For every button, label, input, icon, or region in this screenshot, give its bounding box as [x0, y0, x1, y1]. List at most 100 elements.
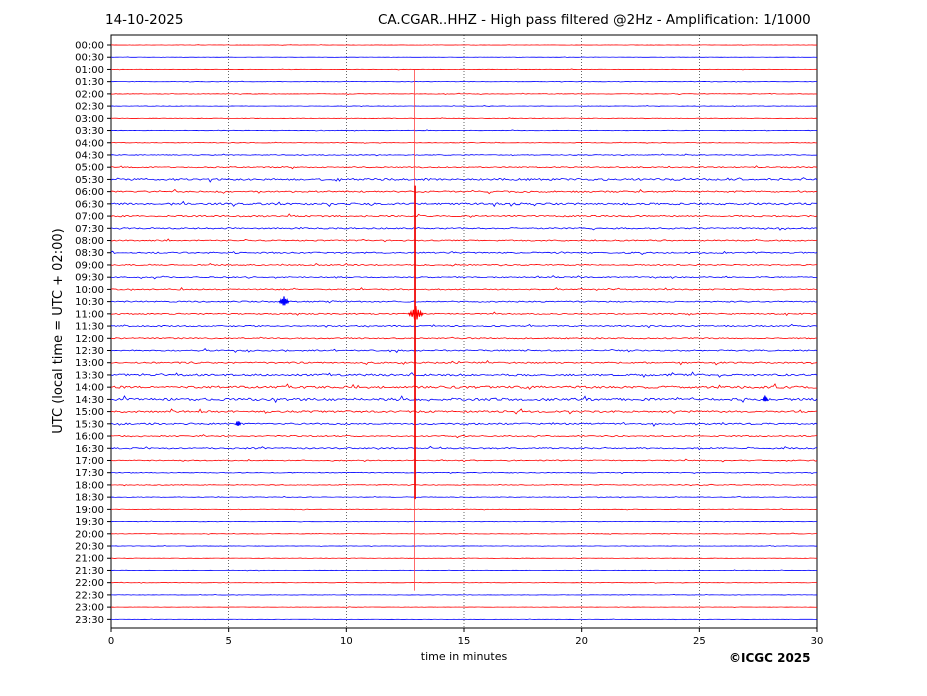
trace-line — [110, 311, 818, 316]
trace-line — [110, 287, 818, 291]
trace-line — [110, 371, 818, 378]
y-tick-label: 12:30 — [75, 346, 104, 357]
y-tick-label: 07:30 — [75, 224, 104, 235]
x-tick-label: 0 — [108, 636, 114, 647]
y-tick-label: 03:30 — [75, 126, 104, 137]
y-tick-label: 03:00 — [75, 114, 104, 125]
trace-line — [110, 177, 818, 183]
trace-line — [110, 165, 818, 170]
y-tick-label: 00:00 — [75, 41, 104, 52]
y-tick-label: 09:30 — [75, 273, 104, 284]
copyright-text: ©ICGC 2025 — [729, 651, 811, 665]
trace-line — [110, 618, 818, 621]
trace-line — [110, 532, 818, 535]
chart-date: 14-10-2025 — [105, 12, 184, 28]
y-tick-label: 16:00 — [75, 432, 104, 443]
trace-line — [110, 129, 818, 132]
y-tick-label: 13:00 — [75, 358, 104, 369]
y-tick-label: 07:00 — [75, 212, 104, 223]
trace-line — [110, 421, 818, 427]
chart-title: CA.CGAR..HHZ - High pass filtered @2Hz -… — [378, 12, 811, 28]
y-tick-label: 02:30 — [75, 102, 104, 113]
y-tick-label: 18:00 — [75, 480, 104, 491]
event-burst — [762, 396, 769, 402]
y-tick-label: 18:30 — [75, 493, 104, 504]
trace-line — [110, 300, 818, 304]
trace-line — [110, 336, 818, 340]
y-tick-label: 02:00 — [75, 89, 104, 100]
y-tick-label: 14:30 — [75, 395, 104, 406]
trace-line — [110, 238, 818, 243]
y-tick-label: 14:00 — [75, 383, 104, 394]
y-axis-label: UTC (local time = UTC + 02:00) — [51, 228, 66, 433]
trace-line — [110, 606, 818, 608]
trace-line — [110, 44, 818, 46]
y-tick-label: 10:00 — [75, 285, 104, 296]
y-tick-label: 06:00 — [75, 187, 104, 198]
trace-line — [110, 92, 818, 95]
x-tick-label: 15 — [458, 636, 471, 647]
trace-layer — [110, 44, 818, 621]
trace-line — [110, 80, 818, 83]
y-tick-label: 21:30 — [75, 566, 104, 577]
trace-line — [110, 483, 818, 487]
trace-line — [110, 105, 818, 108]
trace-line — [110, 323, 818, 329]
trace-line — [110, 581, 818, 584]
y-tick-label: 23:00 — [75, 603, 104, 614]
y-tick-label: 15:30 — [75, 419, 104, 430]
y-tick-label: 17:00 — [75, 456, 104, 467]
trace-line — [110, 141, 818, 144]
trace-line — [110, 360, 818, 366]
trace-line — [110, 250, 818, 255]
y-tick-label: 01:30 — [75, 77, 104, 88]
event-burst — [278, 296, 290, 306]
y-tick-label: 06:30 — [75, 199, 104, 210]
event-burst — [235, 420, 242, 426]
y-tick-label: 21:00 — [75, 554, 104, 565]
y-tick-label: 20:00 — [75, 529, 104, 540]
y-tick-label: 12:00 — [75, 334, 104, 345]
trace-line — [110, 445, 818, 451]
y-tick-label: 05:30 — [75, 175, 104, 186]
y-tick-label: 09:00 — [75, 260, 104, 271]
grid-layer — [228, 35, 700, 628]
trace-line — [110, 262, 818, 267]
y-tick-label: 01:00 — [75, 65, 104, 76]
y-tick-label: 20:30 — [75, 542, 104, 553]
trace-line — [110, 434, 818, 439]
y-tick-label: 08:30 — [75, 248, 104, 259]
x-tick-label: 20 — [575, 636, 588, 647]
trace-line — [110, 520, 818, 523]
y-tick-label: 22:30 — [75, 590, 104, 601]
trace-line — [110, 569, 818, 572]
y-tick-label: 23:30 — [75, 615, 104, 626]
event-burst — [408, 305, 424, 320]
x-tick-label: 25 — [693, 636, 706, 647]
x-tick-label: 30 — [811, 636, 824, 647]
x-tick-label: 10 — [340, 636, 353, 647]
y-tick-label: 19:00 — [75, 505, 104, 516]
x-tick-labels: 0 5 10 15 20 25 30 — [108, 628, 824, 647]
x-axis-label: time in minutes — [421, 650, 508, 663]
trace-line — [110, 153, 818, 157]
trace-line — [110, 557, 818, 560]
y-tick-label: 00:30 — [75, 53, 104, 64]
y-tick-label: 11:30 — [75, 322, 104, 333]
y-tick-label: 11:00 — [75, 309, 104, 320]
y-tick-label: 19:30 — [75, 517, 104, 528]
y-tick-label: 15:00 — [75, 407, 104, 418]
trace-line — [110, 471, 818, 475]
trace-line — [110, 593, 818, 596]
trace-line — [110, 348, 818, 354]
trace-line — [110, 226, 818, 231]
trace-line — [110, 458, 818, 463]
y-tick-label: 04:00 — [75, 138, 104, 149]
y-tick-label: 13:30 — [75, 370, 104, 381]
trace-line — [110, 213, 818, 218]
trace-line — [110, 496, 818, 499]
trace-line — [110, 383, 818, 390]
trace-line — [110, 508, 818, 511]
